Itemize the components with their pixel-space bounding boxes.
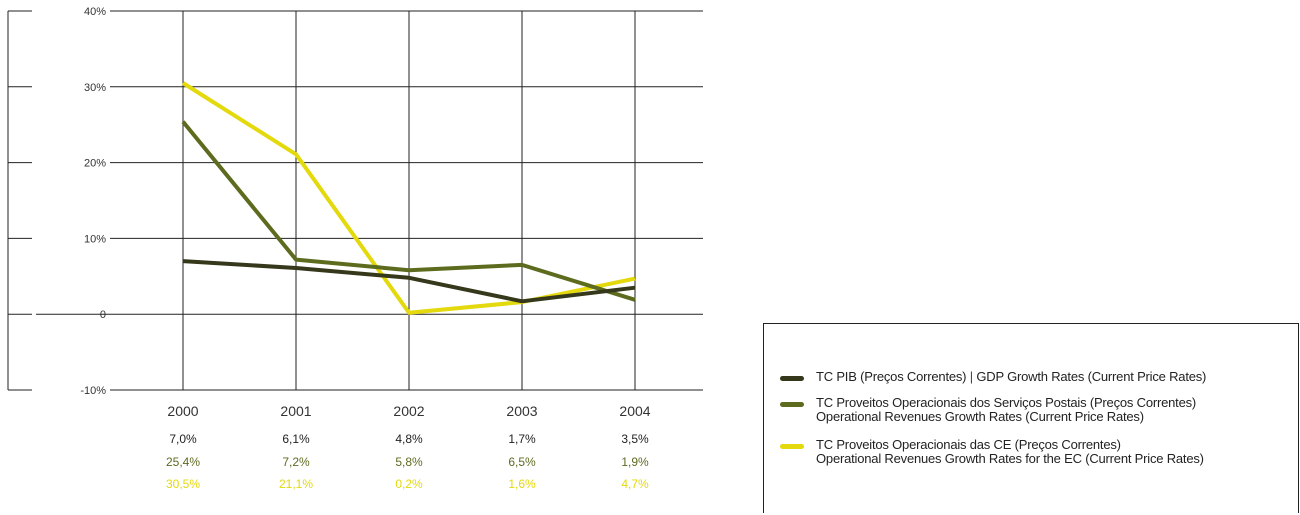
data-label-gdp: 3,5% — [621, 432, 649, 446]
data-label-gdp: 7,0% — [169, 432, 197, 446]
data-label-ec: 30,5% — [166, 477, 200, 491]
data-label-gdp: 6,1% — [282, 432, 310, 446]
data-label-ec: 21,1% — [279, 477, 313, 491]
y-tick-label: 0 — [100, 309, 106, 321]
legend-label-ec-pt: TC Proveitos Operacionais das CE (Preços… — [816, 437, 1121, 452]
data-label-table: 7,0% 6,1% 4,8% 1,7% 3,5% 25,4% 7,2% 5,8% 6,5% 1,9… — [166, 432, 649, 491]
y-tick-label: -10% — [80, 385, 106, 397]
line-chart: -10% 0 10% 20% 30% 40% 2000 2001 2002 2003 2004 7,… — [7, 6, 703, 491]
x-tick-label: 2003 — [506, 403, 537, 419]
legend-swatch-ec — [780, 444, 804, 449]
series-lines — [181, 81, 636, 315]
y-tick-label: 40% — [84, 6, 106, 18]
data-label-postal: 25,4% — [166, 455, 200, 469]
data-label-gdp: 1,7% — [508, 432, 536, 446]
legend-label-gdp-en: GDP Growth Rates (Current Price Rates) — [976, 369, 1207, 384]
data-label-postal: 7,2% — [282, 455, 310, 469]
data-label-ec: 0,2% — [395, 477, 423, 491]
legend-item-postal: TC Proveitos Operacionais dos Serviços P… — [780, 396, 1196, 424]
gridlines — [36, 10, 703, 391]
legend-separator: | — [966, 369, 977, 384]
y-tick-label: 20% — [84, 158, 106, 170]
x-tick-label: 2002 — [393, 403, 424, 419]
x-tick-label: 2001 — [280, 403, 311, 419]
legend-text-postal: TC Proveitos Operacionais dos Serviços P… — [816, 396, 1196, 424]
legend-text-ec: TC Proveitos Operacionais das CE (Preços… — [816, 438, 1204, 466]
legend-label-postal-en: Operational Revenues Growth Rates (Curre… — [816, 409, 1144, 424]
y-tick-label: 10% — [84, 233, 106, 245]
legend-label-ec-en: Operational Revenues Growth Rates for th… — [816, 451, 1204, 466]
y-tick-label: 30% — [84, 82, 106, 94]
legend: TC PIB (Preços Correntes) | GDP Growth R… — [763, 323, 1299, 513]
data-label-postal: 6,5% — [508, 455, 536, 469]
legend-swatch-gdp — [780, 376, 804, 381]
data-label-ec: 1,6% — [508, 477, 536, 491]
legend-label-gdp-pt: TC PIB (Preços Correntes) — [816, 369, 967, 384]
data-label-postal: 1,9% — [621, 455, 649, 469]
series-line-postal — [181, 120, 636, 302]
x-tick-label: 2000 — [167, 403, 198, 419]
legend-text-gdp: TC PIB (Preços Correntes) | GDP Growth R… — [816, 370, 1206, 384]
legend-item-gdp: TC PIB (Preços Correntes) | GDP Growth R… — [780, 370, 1206, 384]
series-line-gdp — [182, 259, 636, 304]
series-line-ec — [181, 81, 636, 315]
x-tick-label: 2004 — [619, 403, 650, 419]
legend-label-postal-pt: TC Proveitos Operacionais dos Serviços P… — [816, 395, 1197, 410]
data-label-ec: 4,7% — [621, 477, 649, 491]
legend-swatch-postal — [780, 402, 804, 407]
axes-layer: -10% 0 10% 20% 30% 40% 2000 2001 2002 2003 2004 — [7, 6, 651, 419]
data-label-postal: 5,8% — [395, 455, 423, 469]
legend-item-ec: TC Proveitos Operacionais das CE (Preços… — [780, 438, 1204, 466]
data-label-gdp: 4,8% — [395, 432, 423, 446]
